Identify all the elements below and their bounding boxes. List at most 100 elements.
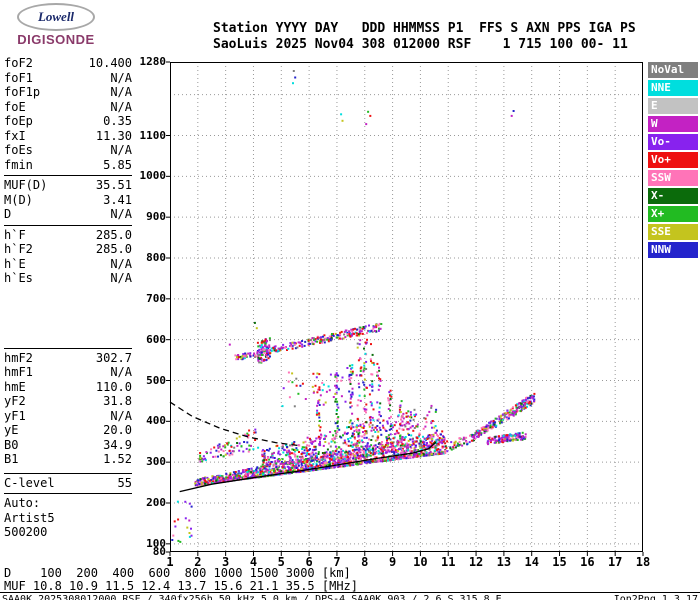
legend-item-nne: NNE: [648, 80, 698, 96]
param-name: 500200: [4, 525, 48, 539]
legend-item-e: E: [648, 98, 698, 114]
legend-item-sse: SSE: [648, 224, 698, 240]
param-value: 285.0: [95, 242, 132, 256]
x-tick-label: 4: [249, 555, 258, 569]
x-tick-label: 12: [468, 555, 484, 569]
y-tick-label: 1100: [139, 128, 167, 142]
param-artist5: Artist5: [4, 511, 132, 526]
digisonde-wordmark: DIGISONDE: [17, 32, 95, 47]
legend-item-ssw: SSW: [648, 170, 698, 186]
y-tick-label: 700: [146, 291, 166, 305]
param-value: 3.41: [103, 192, 132, 207]
legend-item-voplus: Vo+: [648, 152, 698, 168]
param-value: 302.7: [95, 350, 132, 365]
param-name: foE: [4, 99, 26, 114]
param-clevel: C-level 55: [4, 476, 132, 491]
x-tick-label: 10: [413, 555, 428, 569]
param-hme: hmE 110.0: [4, 380, 132, 395]
x-tick-label: 6: [305, 555, 313, 569]
parameter-group: C-level 55: [4, 472, 132, 491]
param-value: N/A: [110, 207, 132, 221]
param-value: 31.8: [103, 394, 132, 408]
param-name: M(D): [4, 192, 33, 207]
param-name: C-level: [4, 475, 55, 490]
x-tick-label: 14: [524, 555, 539, 569]
param-value: N/A: [110, 271, 132, 285]
legend-item-nnw: NNW: [648, 242, 698, 258]
x-tick-label: 9: [388, 555, 397, 569]
param-yf2: yF2 31.8: [4, 394, 132, 409]
param-name: foF1p: [4, 85, 41, 99]
x-tick-label: 17: [607, 555, 623, 569]
parameter-group: foF2 10.400 foF1 N/A foF1p N/A foE N/A foEp 0.35 f…: [4, 56, 132, 172]
param-hes: h`Es N/A: [4, 271, 132, 286]
muf-row: MUF 10.8 10.9 11.5 12.4 13.7 15.6 21.1 3…: [4, 579, 359, 593]
param-name: foF1: [4, 70, 33, 85]
param-value: 5.85: [103, 157, 132, 172]
param-foes: foEs N/A: [4, 143, 132, 158]
param-value: 110.0: [95, 379, 132, 394]
param-value: N/A: [110, 85, 132, 99]
x-tick-label: 15: [552, 555, 567, 569]
param-500200: 500200: [4, 525, 132, 540]
param-hf2: h`F2 285.0: [4, 242, 132, 257]
param-value: 11.30: [95, 128, 132, 143]
param-hf: h`F 285.0: [4, 228, 132, 243]
echo-type-legend: NoVal NNE E W Vo- Vo+ SSW X- X+ SSE NNW: [648, 62, 698, 260]
param-name: hmE: [4, 379, 26, 394]
param-name: Auto:: [4, 496, 41, 510]
parameter-group: MUF(D) 35.51 M(D) 3.41 D N/A: [4, 175, 132, 222]
distance-row: D 100 200 400 600 800 1000 1500 3000 [km…: [4, 566, 351, 580]
ionogram-plot: [166, 61, 644, 556]
extrapolation-line: [169, 401, 301, 447]
param-name: foEp: [4, 114, 33, 128]
param-name: yF2: [4, 394, 26, 408]
x-tick-label: 16: [580, 555, 595, 569]
param-value: 0.35: [103, 114, 132, 128]
param-hmf1: hmF1 N/A: [4, 365, 132, 380]
parameter-group: Auto: Artist5 500200: [4, 493, 132, 540]
param-name: foF2: [4, 56, 33, 70]
legend-item-xplus: X+: [648, 206, 698, 222]
y-tick-label: 800: [146, 251, 166, 264]
param-value: N/A: [110, 365, 132, 379]
param-name: hmF2: [4, 350, 33, 365]
param-value: 55: [117, 475, 132, 490]
param-name: h`Es: [4, 271, 33, 285]
param-value: 20.0: [103, 423, 132, 437]
legend-item-xminus: X-: [648, 188, 698, 204]
x-tick-label: 3: [222, 555, 230, 569]
param-b0: B0 34.9: [4, 438, 132, 453]
y-tick-label: 600: [146, 332, 166, 346]
param-name: Artist5: [4, 510, 55, 525]
param-mufd: MUF(D) 35.51: [4, 178, 132, 193]
header-column-titles: Station YYYY DAY DDD HHMMSS P1 FFS S AXN…: [213, 21, 636, 36]
parameter-panel: foF2 10.400 foF1 N/A foF1p N/A foE N/A foEp 0.35 f…: [4, 56, 132, 540]
param-value: 35.51: [95, 178, 132, 192]
param-name: MUF(D): [4, 178, 48, 192]
param-name: yF1: [4, 408, 26, 423]
param-name: h`F2: [4, 242, 33, 256]
param-value: N/A: [110, 143, 132, 157]
y-tick-label: 900: [146, 210, 166, 224]
param-value: N/A: [110, 99, 132, 114]
y-tick-label: 300: [146, 455, 166, 469]
y-tick-label: 80: [152, 545, 166, 558]
param-name: foEs: [4, 143, 33, 157]
param-ye: yE 20.0: [4, 423, 132, 438]
param-name: D: [4, 207, 12, 221]
param-fxi: fxI 11.30: [4, 129, 132, 144]
param-name: fmin: [4, 157, 33, 172]
artist-trace-line: [179, 441, 437, 493]
lowell-wordmark: Lowell: [37, 9, 75, 24]
digisonde-logo: Lowell DIGISONDE: [8, 3, 104, 47]
param-foe: foE N/A: [4, 100, 132, 115]
param-name: fxI: [4, 128, 26, 143]
param-he: h`E N/A: [4, 257, 132, 272]
param-auto: Auto:: [4, 496, 132, 511]
y-tick-label: 1280: [139, 55, 167, 68]
y-tick-label: 100: [146, 536, 166, 550]
param-yf1: yF1 N/A: [4, 409, 132, 424]
param-b1: B1 1.52: [4, 452, 132, 467]
x-tick-label: 7: [333, 555, 341, 569]
